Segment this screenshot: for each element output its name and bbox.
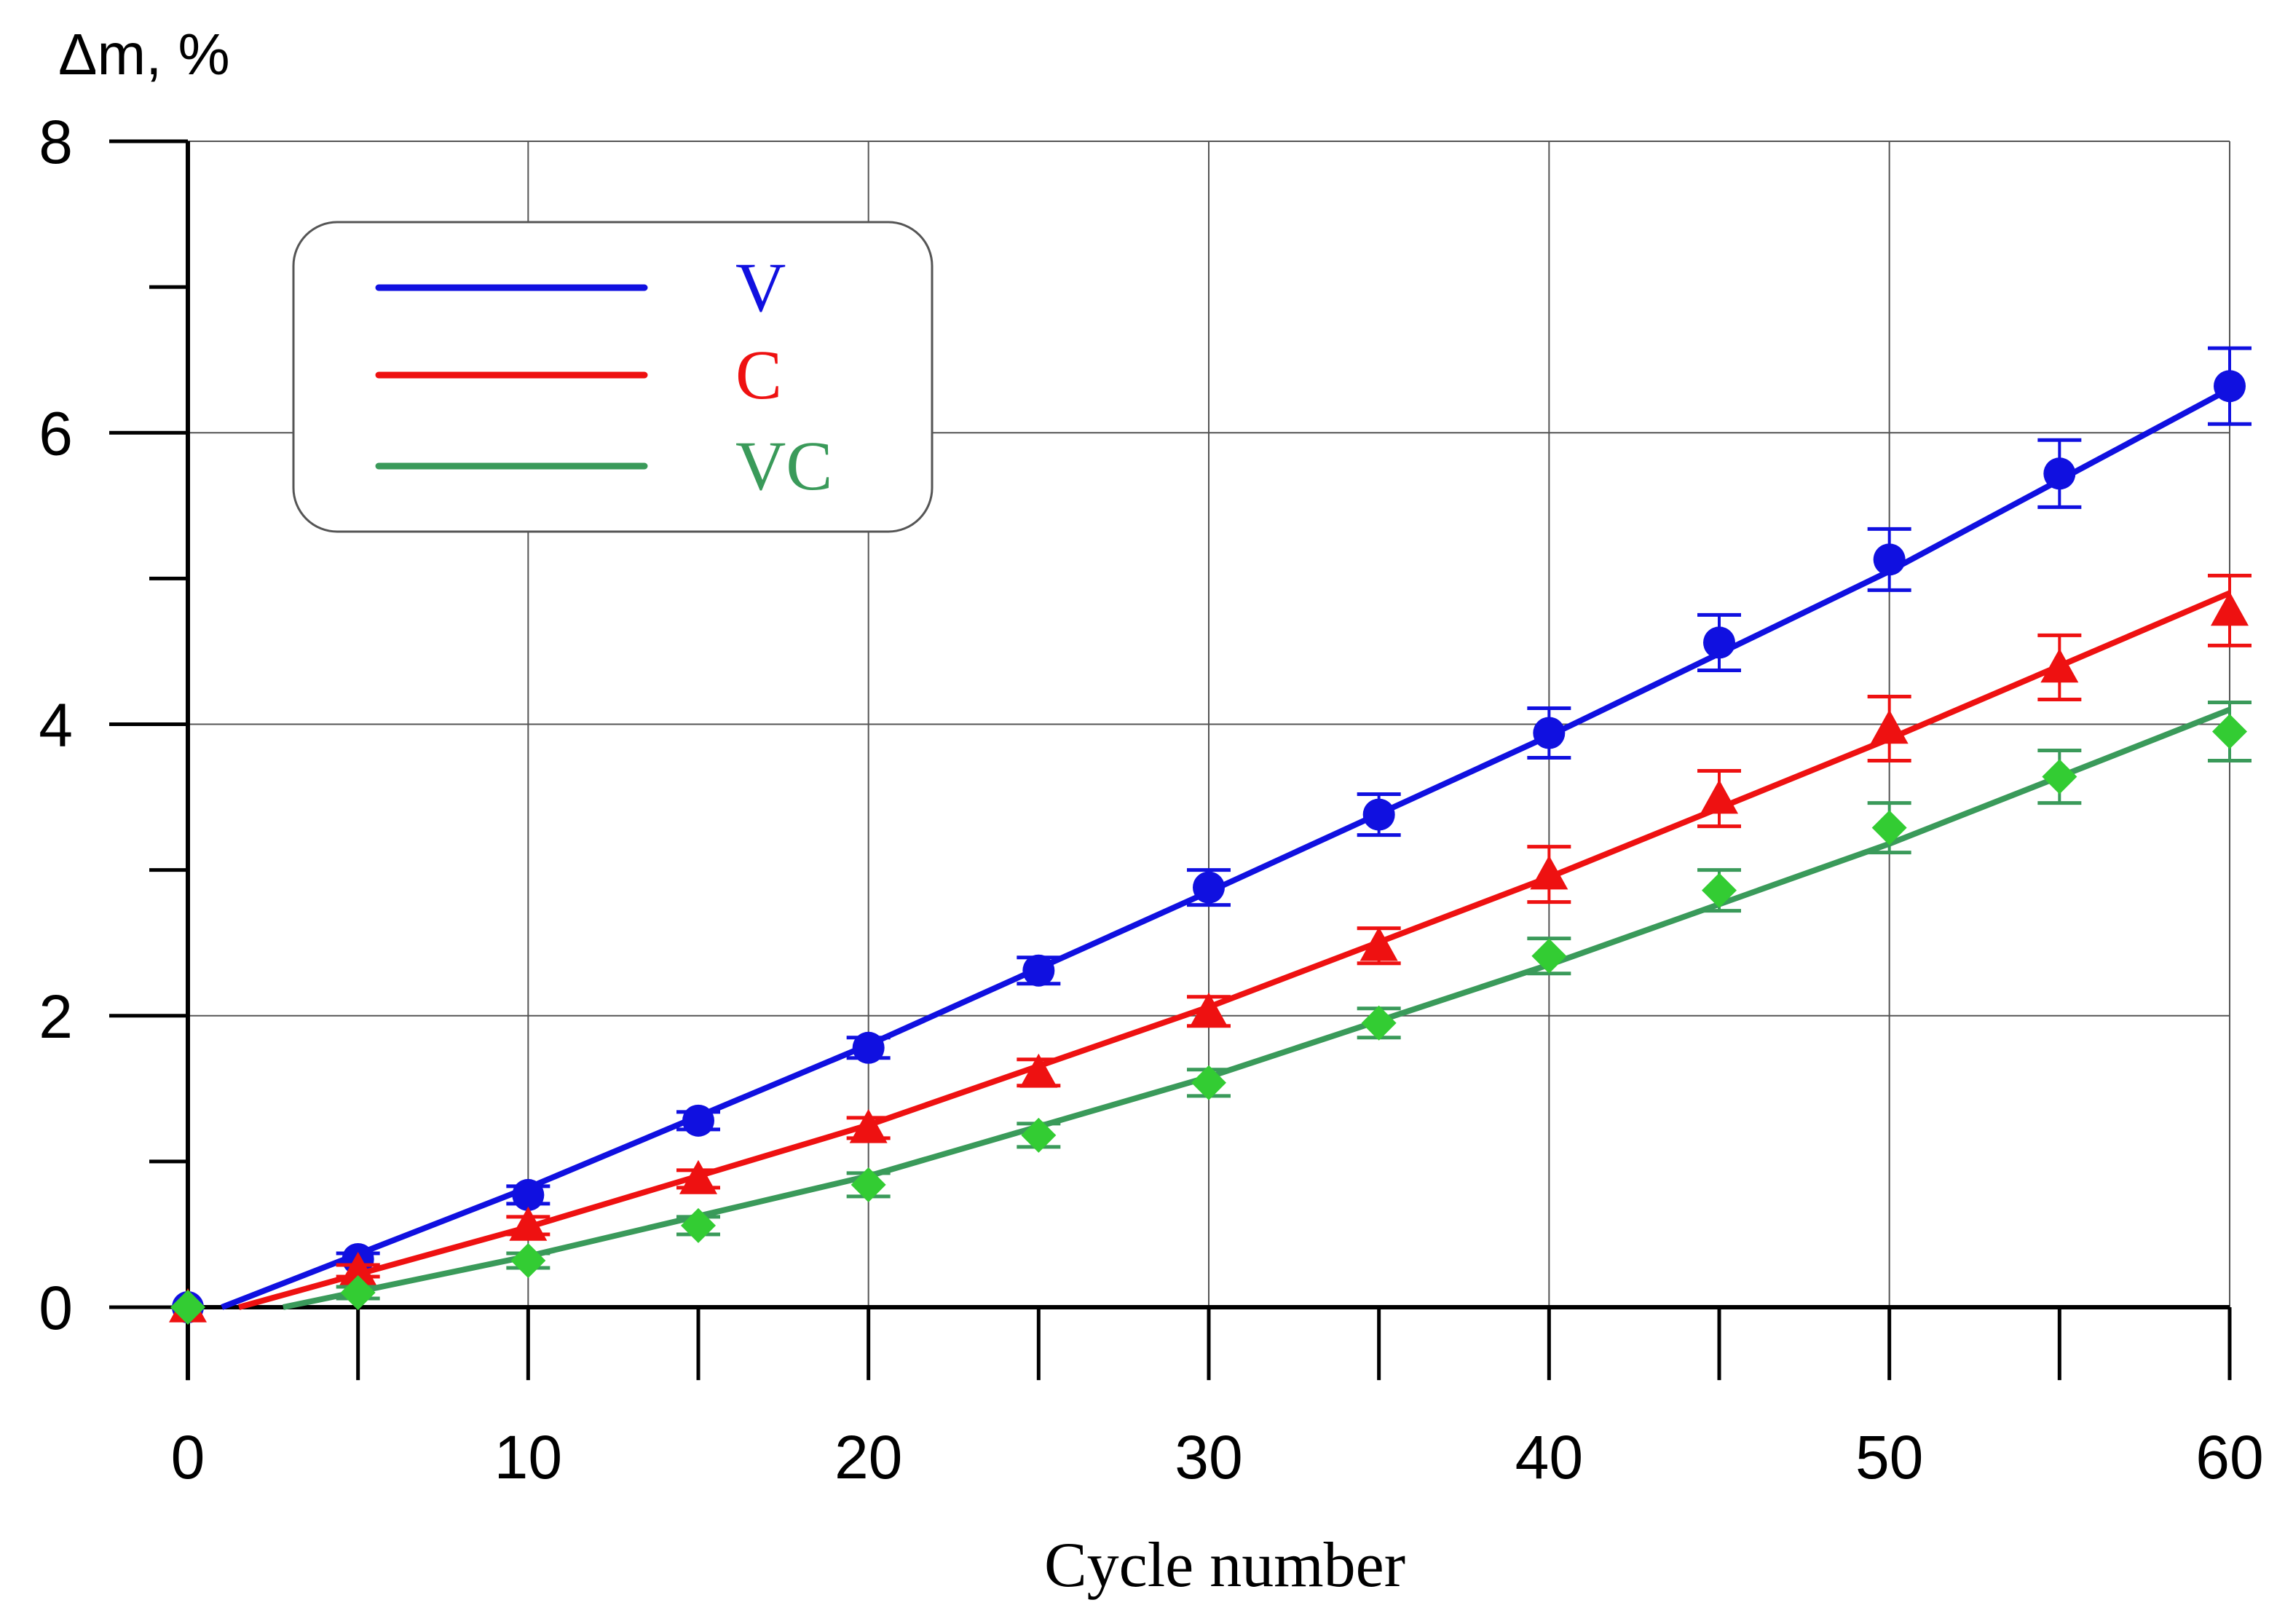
data-point-c bbox=[1190, 992, 1228, 1027]
series-line-vc bbox=[283, 706, 2231, 1310]
data-point-c bbox=[1870, 709, 1909, 744]
series-vc bbox=[170, 700, 2252, 1325]
x-axis-label: Cycle number bbox=[1044, 1530, 1405, 1601]
data-point-vc bbox=[510, 1242, 546, 1278]
data-point-vc bbox=[1531, 938, 1567, 974]
x-tick-label: 60 bbox=[2195, 1423, 2263, 1491]
data-point-c bbox=[1700, 779, 1738, 814]
x-tick-label: 30 bbox=[1175, 1423, 1242, 1491]
x-tick-label: 0 bbox=[171, 1423, 205, 1491]
data-point-c bbox=[849, 1108, 888, 1143]
y-tick-label: 4 bbox=[39, 691, 73, 760]
data-point-v bbox=[2214, 370, 2246, 403]
axes: 0 10 20 30 40 50 60 0 2 4 6 8 bbox=[39, 108, 2263, 1491]
y-axis-label: Δm, % bbox=[58, 22, 230, 87]
data-point-v bbox=[1362, 798, 1395, 831]
data-point-c bbox=[2040, 648, 2079, 683]
data-point-v bbox=[1533, 717, 1566, 749]
data-point-v bbox=[682, 1104, 714, 1137]
data-point-c bbox=[2211, 591, 2249, 626]
data-point-v bbox=[1193, 871, 1225, 904]
data-point-v bbox=[1873, 543, 1906, 576]
data-point-vc bbox=[2042, 759, 2077, 795]
data-point-vc bbox=[1021, 1117, 1057, 1153]
y-tick-label: 8 bbox=[39, 108, 73, 176]
series-layer bbox=[169, 346, 2252, 1325]
series-c bbox=[169, 573, 2252, 1323]
data-point-vc bbox=[1361, 1005, 1397, 1041]
data-point-c bbox=[679, 1159, 717, 1194]
legend-label-v: V bbox=[735, 248, 786, 326]
data-point-c bbox=[1530, 855, 1568, 890]
data-point-c bbox=[509, 1206, 548, 1241]
data-point-c bbox=[1359, 926, 1398, 961]
y-tick-label: 6 bbox=[39, 399, 73, 468]
y-tick-label: 0 bbox=[39, 1274, 73, 1342]
x-tick-label: 20 bbox=[834, 1423, 902, 1491]
data-point-v bbox=[1703, 626, 1735, 659]
legend-label-c: C bbox=[735, 336, 782, 414]
data-point-v bbox=[1022, 954, 1055, 987]
data-point-c bbox=[1019, 1053, 1058, 1088]
data-point-vc bbox=[1191, 1065, 1226, 1100]
x-tick-label: 40 bbox=[1515, 1423, 1583, 1491]
data-point-vc bbox=[340, 1274, 376, 1310]
legend-label-vc: VC bbox=[735, 427, 832, 505]
data-point-vc bbox=[2212, 714, 2247, 749]
data-point-vc bbox=[170, 1290, 205, 1325]
data-point-vc bbox=[681, 1207, 716, 1243]
x-tick-label: 10 bbox=[494, 1423, 562, 1491]
y-tick-label: 2 bbox=[39, 982, 73, 1051]
data-point-vc bbox=[1702, 872, 1737, 908]
data-point-v bbox=[852, 1031, 885, 1064]
data-point-vc bbox=[851, 1167, 886, 1202]
data-point-v bbox=[2043, 457, 2076, 490]
legend: VC VC bbox=[292, 221, 934, 533]
x-tick-label: 50 bbox=[1855, 1423, 1923, 1491]
data-point-v bbox=[512, 1178, 545, 1211]
data-point-c bbox=[339, 1251, 377, 1286]
data-point-vc bbox=[1871, 810, 1907, 845]
